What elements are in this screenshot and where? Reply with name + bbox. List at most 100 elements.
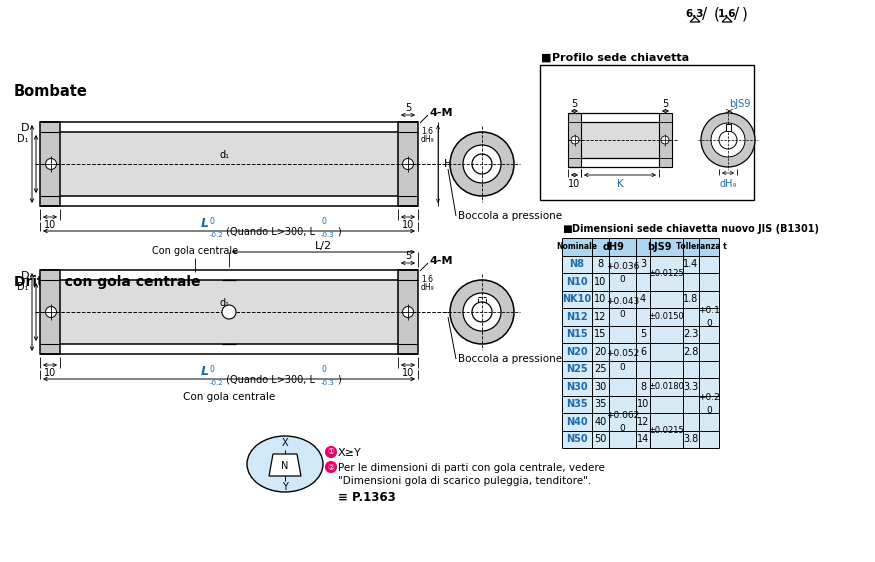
Bar	[562, 360, 719, 378]
Text: 0: 0	[620, 362, 626, 371]
Text: 0: 0	[620, 310, 626, 319]
Text: 35: 35	[594, 399, 606, 409]
Text: ■: ■	[562, 224, 571, 234]
Text: 5: 5	[662, 99, 668, 109]
Text: 25: 25	[594, 364, 606, 374]
Text: N8: N8	[570, 259, 584, 269]
Text: +0.043: +0.043	[606, 297, 639, 306]
Text: 12: 12	[594, 312, 606, 322]
Bar	[398, 270, 418, 354]
Bar	[60, 132, 398, 196]
Text: 0: 0	[321, 217, 326, 226]
Circle shape	[711, 123, 745, 157]
Text: Per le dimensioni di parti con gola centrale, vedere: Per le dimensioni di parti con gola cent…	[338, 463, 605, 473]
Text: (Quando L>300, L: (Quando L>300, L	[223, 226, 315, 236]
Text: ±0.0150: ±0.0150	[648, 312, 684, 321]
Circle shape	[402, 306, 414, 318]
Text: 0: 0	[210, 217, 215, 226]
Circle shape	[472, 154, 492, 174]
Circle shape	[326, 446, 337, 457]
Text: Bombate: Bombate	[14, 84, 88, 99]
Text: Boccola a pressione: Boccola a pressione	[458, 211, 562, 221]
Text: bJS9: bJS9	[729, 99, 750, 109]
Text: N25: N25	[566, 364, 588, 374]
Text: Nominale: Nominale	[556, 242, 598, 251]
Text: N15: N15	[566, 329, 588, 339]
Bar	[562, 273, 719, 291]
Text: Dritte con gola centrale: Dritte con gola centrale	[14, 275, 200, 289]
Text: 10: 10	[44, 220, 56, 230]
Text: Profilo sede chiavetta: Profilo sede chiavetta	[552, 53, 690, 63]
Text: dH₉: dH₉	[421, 283, 435, 292]
Circle shape	[450, 280, 514, 344]
Text: +0.062: +0.062	[606, 411, 639, 420]
Text: 40: 40	[594, 417, 606, 427]
Text: +0.036: +0.036	[606, 262, 639, 271]
Bar	[562, 308, 719, 325]
Circle shape	[450, 132, 514, 196]
Circle shape	[472, 302, 492, 322]
Text: L: L	[201, 217, 209, 230]
Circle shape	[326, 461, 337, 473]
Text: 1.4: 1.4	[683, 259, 698, 269]
Text: (Quando L>300, L: (Quando L>300, L	[223, 374, 315, 384]
Text: +0.2: +0.2	[698, 393, 720, 402]
Circle shape	[46, 158, 57, 170]
Text: ±0.0215: ±0.0215	[648, 426, 684, 435]
Text: -0.2: -0.2	[210, 380, 224, 386]
Text: 8: 8	[598, 259, 604, 269]
Text: 1.6: 1.6	[718, 9, 736, 19]
Text: D: D	[20, 271, 29, 281]
Ellipse shape	[247, 436, 323, 492]
Polygon shape	[269, 454, 301, 476]
Text: 10: 10	[402, 368, 414, 378]
Text: Boccola a pressione: Boccola a pressione	[458, 354, 562, 364]
Text: +0.1: +0.1	[698, 306, 720, 315]
Circle shape	[571, 136, 579, 144]
Text: N10: N10	[566, 277, 588, 287]
Text: 5: 5	[405, 251, 411, 261]
Text: ): )	[742, 7, 748, 21]
Text: 5: 5	[405, 103, 411, 113]
Text: 3.3: 3.3	[683, 382, 698, 392]
Bar	[40, 122, 60, 206]
Text: N30: N30	[566, 382, 588, 392]
Text: X≥Y: X≥Y	[338, 448, 361, 458]
Text: 4: 4	[640, 294, 646, 304]
Text: 10: 10	[44, 368, 56, 378]
Text: 5: 5	[640, 329, 646, 339]
Text: N20: N20	[566, 347, 588, 357]
Text: 10: 10	[637, 399, 649, 409]
Text: /: /	[703, 7, 708, 21]
Text: 0: 0	[321, 365, 326, 374]
Text: bJS9: bJS9	[648, 242, 672, 252]
Text: 0: 0	[620, 275, 626, 284]
Text: 8: 8	[640, 382, 646, 392]
Circle shape	[402, 158, 414, 170]
Bar	[40, 270, 60, 354]
Text: 0: 0	[210, 365, 215, 374]
Text: "Dimensioni gola di scarico puleggia, tenditore".: "Dimensioni gola di scarico puleggia, te…	[338, 476, 592, 486]
Text: Con gola centrale: Con gola centrale	[183, 392, 275, 402]
Text: -0.3: -0.3	[321, 380, 335, 386]
Text: -0.2: -0.2	[210, 232, 224, 238]
Bar	[562, 343, 719, 360]
Bar	[562, 378, 719, 396]
Bar	[562, 430, 719, 448]
Text: 10: 10	[594, 294, 606, 304]
Text: 30: 30	[594, 382, 606, 392]
Text: d₁: d₁	[220, 150, 230, 160]
Bar	[725, 124, 731, 131]
Text: d₁: d₁	[220, 298, 230, 308]
Text: 12: 12	[637, 417, 649, 427]
Text: 3.8: 3.8	[683, 434, 698, 444]
Text: Dimensioni sede chiavetta nuovo JIS (B1301): Dimensioni sede chiavetta nuovo JIS (B13…	[572, 224, 819, 234]
Text: 10: 10	[402, 220, 414, 230]
Text: 1.6: 1.6	[421, 127, 433, 136]
Text: NK10: NK10	[563, 294, 592, 304]
Text: ): )	[337, 226, 340, 236]
Text: K: K	[617, 179, 623, 189]
Text: D: D	[20, 123, 29, 133]
Circle shape	[661, 136, 669, 144]
Bar	[581, 122, 659, 158]
